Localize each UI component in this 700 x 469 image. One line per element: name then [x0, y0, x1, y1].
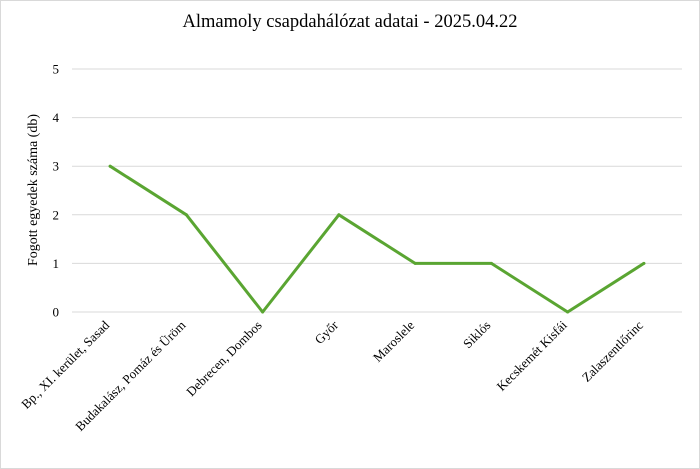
data-point: [261, 310, 265, 314]
data-point: [489, 261, 493, 265]
series-line-group: [108, 164, 646, 314]
data-point: [413, 261, 417, 265]
data-point: [108, 164, 112, 168]
x-tick-label: Siklós: [460, 318, 494, 352]
data-point: [642, 261, 646, 265]
y-tick-label: 5: [53, 62, 60, 77]
x-tick-label: Maroslele: [370, 317, 418, 365]
y-axis-label: Fogott egyedek száma (db): [26, 114, 41, 266]
x-tick-label: Kecskemét Kisfái: [494, 317, 570, 393]
x-tick-label: Debrecen, Dombos: [183, 318, 265, 400]
gridlines: [72, 68, 682, 313]
y-tick-labels: 0 1 2 3 4 5: [53, 62, 60, 320]
data-point: [566, 310, 570, 314]
x-tick-label: Zalaszentlőrinc: [579, 317, 646, 384]
data-point: [337, 213, 341, 217]
y-tick-label: 2: [53, 207, 60, 222]
y-tick-label: 1: [53, 256, 60, 271]
data-point: [184, 213, 188, 217]
series-line: [108, 164, 646, 314]
y-tick-label: 4: [53, 110, 60, 125]
x-tick-label: Győr: [311, 317, 341, 347]
y-tick-label: 0: [53, 305, 60, 320]
chart-title: Almamoly csapdahálózat adatai - 2025.04.…: [182, 12, 518, 32]
y-tick-label: 3: [53, 159, 60, 174]
